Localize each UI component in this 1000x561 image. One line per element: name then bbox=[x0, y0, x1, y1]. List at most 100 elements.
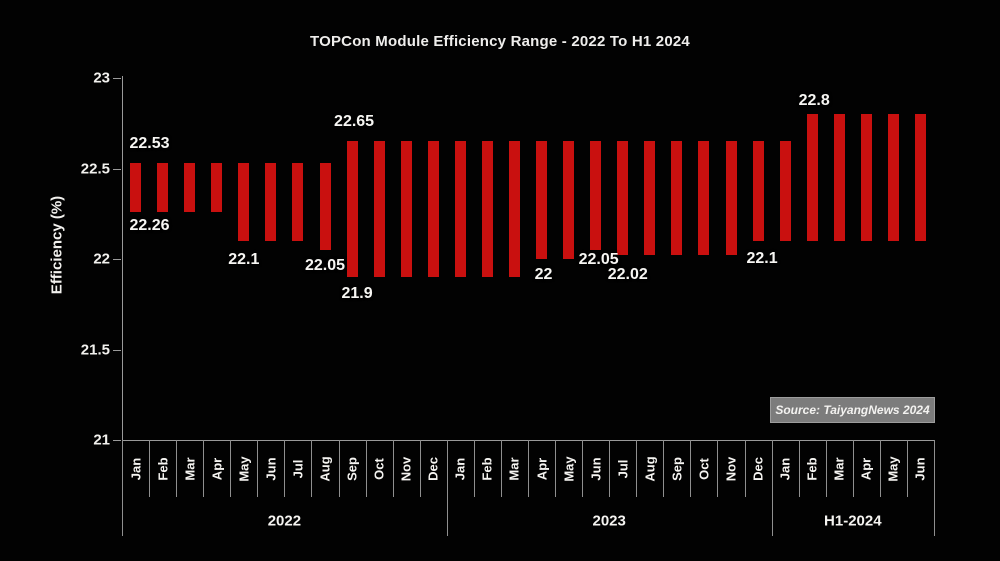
year-separator bbox=[446, 440, 448, 536]
y-tick-mark bbox=[113, 78, 121, 79]
range-bar bbox=[752, 141, 764, 241]
y-tick-label: 21.5 bbox=[80, 341, 110, 358]
range-bar bbox=[617, 141, 629, 256]
range-bar bbox=[563, 141, 575, 259]
month-separator bbox=[149, 440, 151, 497]
month-separator bbox=[825, 440, 827, 497]
range-bar bbox=[914, 114, 926, 241]
x-month-label: Sep bbox=[344, 457, 360, 481]
range-bar bbox=[292, 163, 304, 241]
range-bar bbox=[860, 114, 872, 241]
month-separator bbox=[582, 440, 584, 497]
year-separator bbox=[771, 440, 773, 536]
x-month-label: Feb bbox=[804, 457, 820, 481]
month-separator bbox=[663, 440, 665, 497]
x-month-label: Jan bbox=[452, 457, 468, 481]
x-month-label: Dec bbox=[750, 457, 766, 481]
range-bar bbox=[211, 163, 223, 212]
month-separator bbox=[798, 440, 800, 497]
y-tick-label: 21 bbox=[93, 431, 110, 449]
range-bar bbox=[833, 114, 845, 241]
source-note: Source: TaiyangNews 2024 bbox=[775, 403, 930, 417]
x-year-label: 2023 bbox=[592, 512, 626, 530]
year-separator bbox=[934, 440, 935, 536]
month-separator bbox=[500, 440, 502, 497]
month-separator bbox=[744, 440, 746, 497]
month-separator bbox=[906, 440, 908, 497]
x-month-label: Feb bbox=[479, 457, 495, 481]
range-bar bbox=[319, 163, 331, 250]
range-bar bbox=[130, 163, 142, 212]
range-bar bbox=[590, 141, 602, 250]
range-bar bbox=[671, 141, 683, 256]
range-bar bbox=[238, 163, 250, 241]
source-box: Source: TaiyangNews 2024 bbox=[770, 397, 935, 423]
y-axis-line bbox=[122, 76, 123, 536]
y-tick-mark bbox=[113, 168, 121, 170]
y-tick-mark bbox=[113, 349, 121, 351]
range-bar bbox=[698, 141, 710, 256]
value-label: 22.65 bbox=[334, 113, 375, 131]
chart-title: TOPCon Module Efficiency Range - 2022 To… bbox=[310, 33, 690, 50]
year-separator bbox=[122, 440, 123, 536]
x-month-label: May bbox=[236, 456, 252, 482]
month-separator bbox=[528, 440, 529, 497]
month-separator bbox=[609, 440, 611, 497]
x-month-label: Sep bbox=[669, 457, 685, 481]
range-bar bbox=[481, 141, 493, 278]
x-month-label: Jun bbox=[263, 457, 279, 481]
value-label: 22.8 bbox=[798, 92, 830, 110]
month-separator bbox=[311, 440, 313, 497]
x-month-label: Feb bbox=[155, 457, 171, 481]
range-bar bbox=[508, 141, 520, 278]
value-label: 22.1 bbox=[746, 249, 778, 267]
month-separator bbox=[230, 440, 232, 497]
range-bar bbox=[157, 163, 169, 212]
range-bar bbox=[644, 141, 656, 256]
month-separator bbox=[636, 440, 638, 497]
range-bar bbox=[536, 141, 548, 259]
x-month-label: Apr bbox=[209, 457, 225, 481]
value-label: 22.02 bbox=[607, 266, 648, 284]
x-month-label: Oct bbox=[696, 458, 712, 480]
x-month-label: Mar bbox=[182, 457, 198, 481]
range-bar bbox=[184, 163, 196, 212]
month-separator bbox=[338, 440, 340, 497]
x-month-label: Aug bbox=[642, 456, 658, 482]
value-label: 22.05 bbox=[304, 256, 346, 274]
y-tick-label: 22.5 bbox=[80, 160, 110, 177]
x-month-label: May bbox=[561, 456, 577, 482]
value-label: 22.1 bbox=[228, 250, 260, 268]
range-bar bbox=[725, 141, 737, 256]
month-separator bbox=[419, 440, 421, 497]
x-month-label: Jun bbox=[912, 457, 928, 481]
x-month-label: Jul bbox=[615, 459, 631, 479]
x-month-label: Apr bbox=[858, 457, 874, 481]
x-month-label: Apr bbox=[534, 457, 550, 481]
x-year-label: H1-2024 bbox=[824, 512, 882, 530]
month-separator bbox=[852, 440, 854, 497]
x-month-label: Dec bbox=[425, 457, 441, 481]
range-bar bbox=[265, 163, 277, 241]
month-separator bbox=[717, 440, 719, 497]
range-bar bbox=[373, 141, 385, 278]
month-separator bbox=[879, 440, 881, 497]
month-separator bbox=[203, 440, 205, 497]
y-tick-label: 23 bbox=[93, 69, 110, 87]
y-tick-mark bbox=[113, 440, 121, 441]
y-tick-mark bbox=[113, 259, 121, 260]
value-label: 22.53 bbox=[129, 135, 170, 153]
value-label: 22.26 bbox=[129, 216, 170, 234]
month-separator bbox=[176, 440, 178, 497]
range-bar bbox=[346, 141, 358, 278]
x-month-label: Aug bbox=[317, 456, 333, 482]
range-bar bbox=[454, 141, 466, 278]
x-month-label: Jun bbox=[588, 457, 604, 481]
range-bar bbox=[400, 141, 412, 278]
range-bar bbox=[887, 114, 899, 241]
value-label: 22 bbox=[534, 266, 553, 283]
x-month-label: Mar bbox=[831, 457, 847, 481]
x-month-label: Nov bbox=[723, 456, 739, 482]
x-month-label: Mar bbox=[506, 457, 522, 481]
